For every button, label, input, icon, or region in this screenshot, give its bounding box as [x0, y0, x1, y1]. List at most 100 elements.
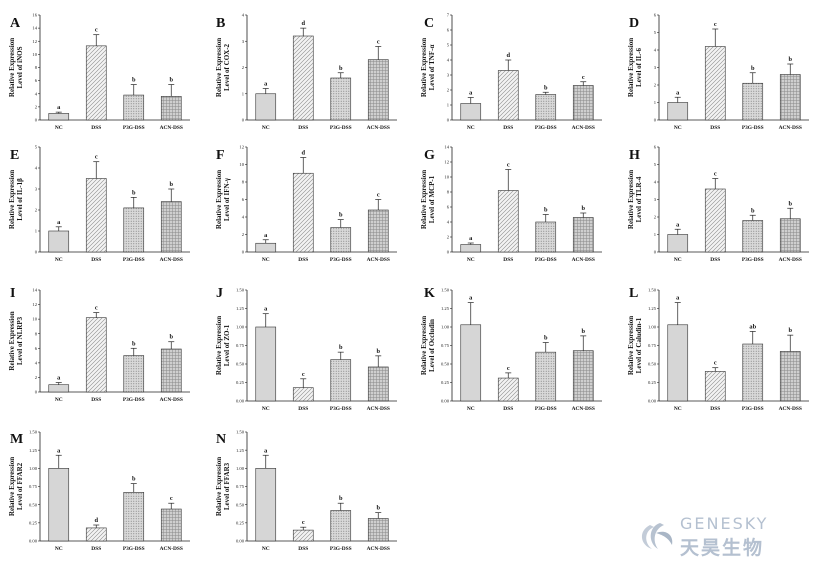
significance-label: b: [169, 181, 173, 188]
significance-label: c: [507, 365, 510, 372]
x-tick-label: NC: [262, 406, 270, 412]
x-tick-label: NC: [262, 546, 270, 552]
significance-label: b: [544, 335, 548, 342]
chart-panel-a: A 0 2 4 6 8 10 12 14 16 Relative Expression Level o…: [8, 13, 190, 131]
significance-label: a: [57, 104, 61, 111]
x-tick-label: DSS: [298, 546, 308, 552]
y-axis-label-line1: Relative Expression: [8, 170, 16, 229]
y-tick-label: 5: [654, 162, 657, 167]
y-tick-label: 2: [242, 65, 245, 70]
y-tick-label: 1.50: [648, 288, 657, 293]
significance-label: b: [581, 205, 585, 212]
chart-panel-n: N 0.00 0.25 0.50 0.75 1.00 1.25 1.50 Relative Ex…: [215, 430, 397, 552]
y-tick-label: 12: [444, 160, 449, 165]
significance-label: b: [544, 207, 548, 214]
x-tick-label: ACN-DSS: [160, 397, 183, 403]
y-tick-label: 6: [654, 145, 657, 150]
significance-label: d: [301, 20, 305, 27]
panel-letter: B: [216, 16, 225, 31]
panel-letter: D: [629, 16, 639, 31]
x-tick-label: NC: [467, 257, 475, 263]
y-tick-label: 8: [242, 180, 245, 185]
y-tick-label: 0: [447, 118, 450, 123]
y-tick-label: 1: [654, 100, 657, 105]
significance-label: b: [788, 200, 792, 207]
bar-nc: [48, 468, 70, 542]
y-tick-label: 1.00: [441, 325, 450, 330]
y-tick-label: 3: [242, 39, 245, 44]
y-tick-label: 5: [654, 30, 657, 35]
bar-p3g-dss: [123, 355, 145, 393]
y-tick-label: 1: [654, 232, 657, 237]
bar-acn-dss: [367, 518, 389, 542]
panel-letter: N: [216, 432, 226, 447]
y-tick-label: 4: [242, 13, 245, 18]
y-tick-label: 12: [32, 39, 37, 44]
y-tick-label: 4: [35, 360, 38, 365]
chart-panel-e: E 0 1 2 3 4 5 Relative Expression Level of IL-1β…: [8, 145, 190, 263]
x-tick-label: DSS: [503, 257, 513, 263]
y-axis-label: Level of IFN-γ: [223, 177, 231, 221]
y-tick-label: 2: [35, 375, 38, 380]
y-tick-label: 4: [447, 58, 450, 63]
x-tick-label: NC: [467, 406, 475, 412]
x-tick-label: P3G-DSS: [123, 546, 145, 552]
bar-dss: [497, 377, 519, 402]
bar-dss: [85, 178, 107, 253]
significance-label: a: [264, 306, 268, 313]
y-tick-label: 12: [239, 145, 244, 150]
panel-letter: I: [10, 286, 15, 301]
bar-nc: [255, 93, 277, 121]
x-tick-label: P3G-DSS: [123, 257, 145, 263]
significance-label: a: [264, 232, 268, 239]
panel-letter: H: [629, 148, 640, 163]
y-tick-label: 1.50: [236, 288, 245, 293]
significance-label: b: [132, 77, 136, 84]
x-tick-label: ACN-DSS: [367, 125, 390, 131]
chart-panel-m: M 0.00 0.25 0.50 0.75 1.00 1.25 1.50 Relative Ex…: [8, 430, 190, 552]
y-tick-label: 14: [32, 26, 37, 31]
y-tick-label: 6: [447, 28, 450, 33]
significance-label: c: [582, 74, 585, 81]
significance-label: c: [170, 495, 173, 502]
x-tick-label: DSS: [298, 257, 308, 263]
significance-label: a: [57, 219, 61, 226]
y-tick-label: 2: [654, 215, 657, 220]
y-tick-label: 1.00: [29, 466, 38, 471]
bar-dss: [292, 529, 314, 542]
y-tick-label: 2: [35, 208, 38, 213]
y-tick-label: 2: [447, 235, 450, 240]
y-tick-label: 6: [447, 205, 450, 210]
y-tick-label: 0: [654, 118, 657, 123]
bar-acn-dss: [367, 59, 389, 121]
y-tick-label: 3: [447, 73, 450, 78]
bar-nc: [667, 102, 689, 121]
x-tick-label: NC: [55, 125, 63, 131]
y-tick-label: 3: [654, 197, 657, 202]
x-tick-label: DSS: [91, 397, 101, 403]
bar-nc: [460, 324, 482, 402]
y-tick-label: 5: [447, 43, 450, 48]
y-tick-label: 0.00: [29, 539, 38, 544]
x-tick-label: DSS: [503, 406, 513, 412]
y-axis-label: Level of FFAR2: [16, 462, 24, 510]
y-tick-label: 0.25: [441, 380, 450, 385]
panel-letter: K: [424, 286, 435, 301]
significance-label: a: [676, 295, 680, 302]
panel-letter: G: [424, 148, 435, 163]
y-tick-label: 6: [242, 197, 245, 202]
y-tick-label: 0: [654, 250, 657, 255]
x-tick-label: ACN-DSS: [572, 257, 595, 263]
y-tick-label: 1.00: [236, 325, 245, 330]
significance-label: a: [676, 221, 680, 228]
x-tick-label: DSS: [298, 125, 308, 131]
genesky-logo-icon: [641, 523, 673, 549]
y-tick-label: 0.50: [648, 362, 657, 367]
y-tick-label: 0: [35, 118, 38, 123]
y-tick-label: 0.25: [648, 380, 657, 385]
x-tick-label: P3G-DSS: [123, 125, 145, 131]
y-axis-label-line1: Relative Expression: [215, 170, 223, 229]
y-tick-label: 10: [32, 317, 37, 322]
significance-label: a: [469, 295, 473, 302]
